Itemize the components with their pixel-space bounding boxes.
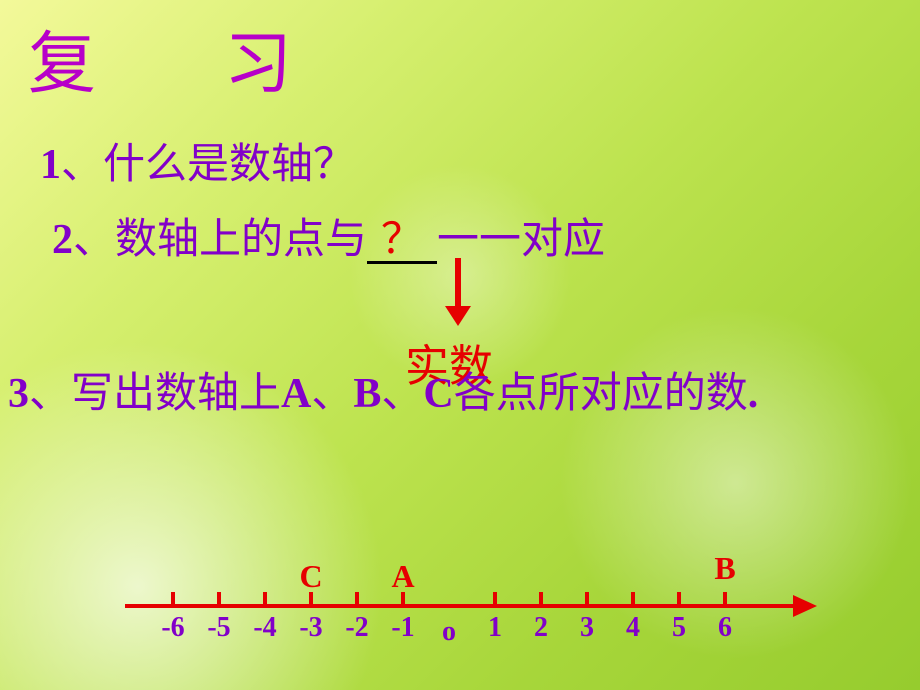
axis-tick <box>217 592 221 606</box>
axis-point-label-c: C <box>299 558 322 595</box>
axis-tick <box>677 592 681 606</box>
q2-sep: 、 <box>73 217 115 263</box>
axis-tick-label: 4 <box>626 612 640 644</box>
axis-tick <box>263 592 267 606</box>
q1-num: 1 <box>40 142 61 188</box>
q3-t2: 各点所对应的数 <box>454 371 748 417</box>
number-line: -6-5-4-3-2-1o123456CAB <box>125 574 825 654</box>
axis-tick <box>723 592 727 606</box>
question-1: 1、什么是数轴？ <box>40 130 355 191</box>
q3-num: 3 <box>8 371 29 417</box>
q2-blank: ？ <box>367 219 437 264</box>
axis-arrow-icon <box>793 595 817 617</box>
axis-tick <box>539 592 543 606</box>
q3-c2: 、 <box>381 371 423 417</box>
axis-point-label-b: B <box>714 550 735 587</box>
arrow-down-icon <box>455 258 461 310</box>
question-3: 3、写出数轴上A、B、C各点所对应的数. <box>8 352 908 436</box>
axis-tick-label: 2 <box>534 612 548 644</box>
axis-tick-label: -3 <box>299 612 322 644</box>
axis-tick-label: -4 <box>253 612 276 644</box>
axis-tick-label: -6 <box>161 612 184 644</box>
axis-point-label-a: A <box>391 558 414 595</box>
axis-tick <box>171 592 175 606</box>
axis-tick <box>355 592 359 606</box>
q1-text: 什么是数轴？ <box>103 142 355 188</box>
q3-t1: 写出数轴上 <box>71 371 281 417</box>
q2-pre: 数轴上的点与 <box>115 217 367 263</box>
axis-tick-label: 5 <box>672 612 686 644</box>
question-2: 2、数轴上的点与？一一对应 <box>52 205 605 266</box>
axis-tick <box>631 592 635 606</box>
axis-origin-label: o <box>442 616 456 648</box>
axis-tick-label: -2 <box>345 612 368 644</box>
q2-num: 2 <box>52 217 73 263</box>
q2-post: 一一对应 <box>437 217 605 263</box>
q3-a: A <box>281 371 311 417</box>
axis-tick-label: -1 <box>391 612 414 644</box>
axis-tick-label: 6 <box>718 612 732 644</box>
q3-c: C <box>423 371 453 417</box>
q3-sep: 、 <box>29 371 71 417</box>
axis-line <box>125 604 795 608</box>
axis-tick-label: -5 <box>207 612 230 644</box>
slide-title: 复 习 <box>28 8 322 107</box>
q1-sep: 、 <box>61 142 103 188</box>
q3-b: B <box>353 371 381 417</box>
axis-tick <box>493 592 497 606</box>
axis-tick-label: 1 <box>488 612 502 644</box>
axis-tick <box>585 592 589 606</box>
axis-tick-label: 3 <box>580 612 594 644</box>
q3-dot: . <box>748 371 759 417</box>
q3-c1: 、 <box>311 371 353 417</box>
